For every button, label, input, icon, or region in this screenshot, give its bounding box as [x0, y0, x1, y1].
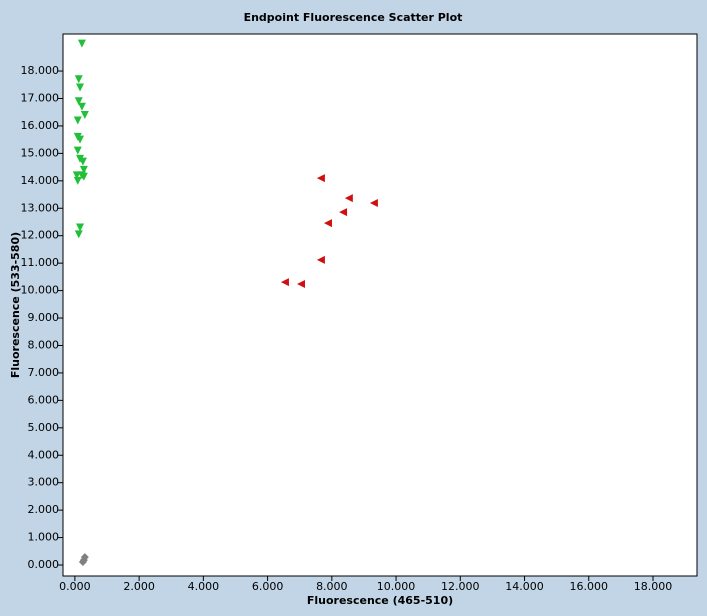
y-tick-label: 4.000	[28, 448, 60, 461]
point	[323, 219, 332, 228]
point	[296, 280, 305, 289]
point	[316, 174, 325, 183]
y-tick-label: 10.000	[21, 284, 60, 297]
point	[76, 135, 85, 144]
point	[79, 165, 88, 174]
plot-area	[62, 33, 698, 577]
y-tick-label: 8.000	[28, 338, 60, 351]
x-tick-label: 2.000	[123, 580, 155, 593]
point	[74, 230, 83, 239]
point	[316, 255, 325, 264]
point	[344, 194, 353, 203]
x-tick-label: 14.000	[505, 580, 544, 593]
point	[369, 199, 378, 208]
chart-title: Endpoint Fluorescence Scatter Plot	[244, 11, 463, 24]
point	[80, 110, 89, 119]
x-tick-label: 12.000	[441, 580, 480, 593]
point	[73, 176, 82, 185]
y-tick-label: 16.000	[21, 119, 60, 132]
point	[73, 146, 82, 155]
y-tick-label: 5.000	[28, 421, 60, 434]
y-axis-label: Fluorescence (533-580)	[9, 232, 22, 378]
point	[72, 171, 81, 180]
y-tick-label: 7.000	[28, 366, 60, 379]
x-tick-label: 8.000	[316, 580, 348, 593]
y-tick-label: 9.000	[28, 311, 60, 324]
y-tick-label: 12.000	[21, 229, 60, 242]
x-tick-label: 6.000	[252, 580, 284, 593]
x-tick-label: 0.000	[59, 580, 91, 593]
y-tick-label: 2.000	[28, 503, 60, 516]
x-tick-label: 16.000	[570, 580, 609, 593]
y-tick-label: 18.000	[21, 64, 60, 77]
y-tick-label: 15.000	[21, 146, 60, 159]
point	[78, 558, 87, 567]
y-tick-label: 11.000	[21, 256, 60, 269]
point	[280, 278, 289, 287]
x-tick-label: 4.000	[188, 580, 220, 593]
y-tick-label: 3.000	[28, 476, 60, 489]
y-tick-label: 13.000	[21, 201, 60, 214]
point	[74, 97, 83, 106]
x-tick-label: 18.000	[634, 580, 673, 593]
y-tick-label: 17.000	[21, 91, 60, 104]
x-tick-label: 10.000	[377, 580, 416, 593]
x-axis-label: Fluorescence (465-510)	[307, 594, 453, 607]
point	[74, 75, 83, 84]
point	[78, 157, 87, 166]
y-tick-label: 1.000	[28, 531, 60, 544]
point	[76, 83, 85, 92]
point	[76, 223, 85, 232]
point	[79, 172, 88, 181]
y-tick-label: 14.000	[21, 174, 60, 187]
y-tick-label: 6.000	[28, 393, 60, 406]
y-tick-label: 0.000	[28, 558, 60, 571]
point	[77, 39, 86, 48]
point	[339, 208, 348, 217]
point	[73, 116, 82, 125]
point	[77, 102, 86, 111]
